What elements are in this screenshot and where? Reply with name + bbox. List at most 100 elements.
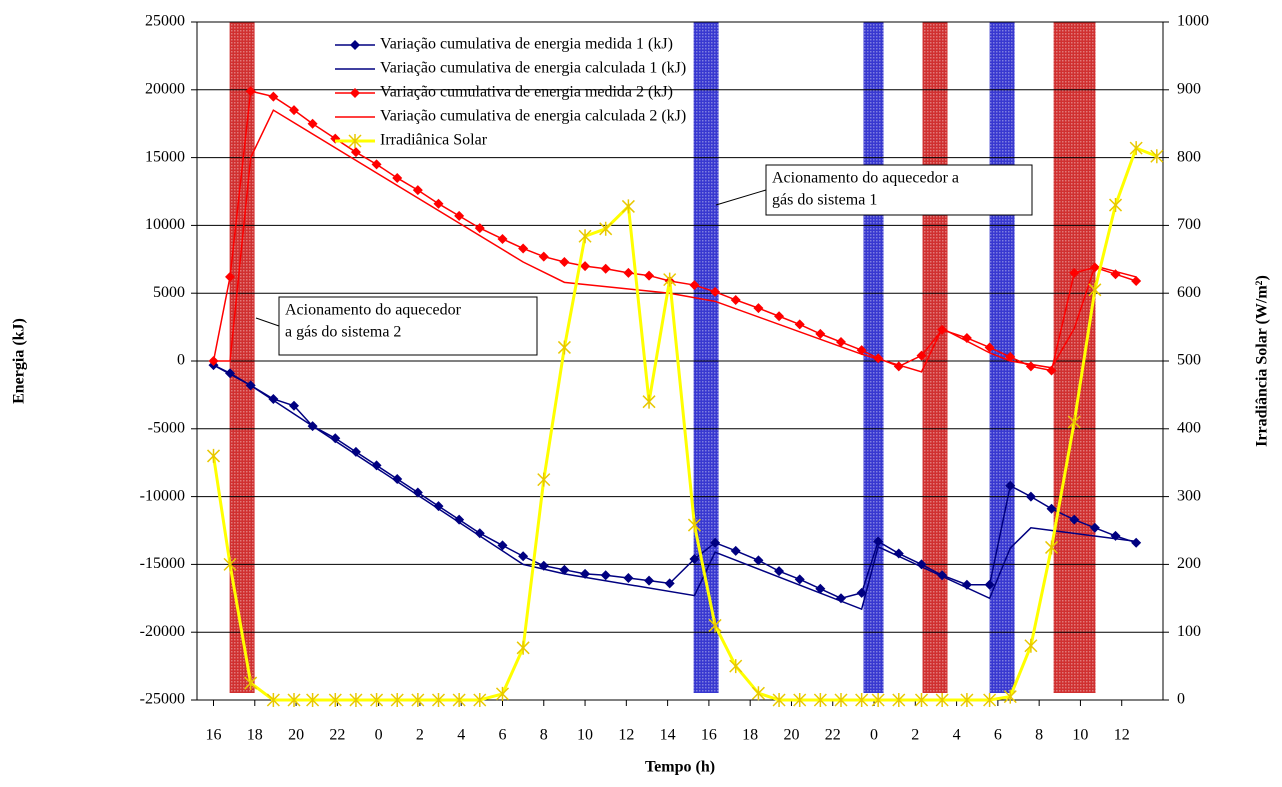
point — [223, 557, 237, 572]
y2-tick-label: 1000 — [1177, 13, 1209, 30]
point — [518, 551, 529, 562]
y-tick-label: -15000 — [140, 555, 185, 572]
point — [813, 693, 827, 707]
x-tick-label: 2 — [416, 727, 424, 744]
point — [392, 172, 403, 183]
point — [330, 433, 341, 444]
point — [306, 693, 320, 707]
y2-tick-label: 200 — [1177, 555, 1201, 572]
point — [893, 548, 904, 559]
x-tick-label: 22 — [329, 727, 345, 744]
point — [856, 587, 867, 598]
point — [730, 545, 741, 556]
point — [538, 251, 549, 262]
point — [663, 272, 677, 287]
point — [1131, 275, 1142, 286]
callout-line — [255, 317, 280, 327]
point — [287, 693, 301, 707]
x-tick-label: 12 — [618, 727, 634, 744]
y-tick-label: 25000 — [145, 13, 185, 30]
x-tick-label: 16 — [206, 727, 222, 744]
point — [559, 257, 570, 268]
point — [349, 693, 363, 707]
point — [815, 328, 826, 339]
point — [452, 693, 466, 707]
point — [664, 578, 675, 589]
x-axis-title: Tempo (h) — [645, 759, 715, 776]
y2-tick-label: 300 — [1177, 487, 1201, 504]
point — [1024, 638, 1038, 653]
x-tick-label: 6 — [994, 727, 1002, 744]
legend-label: Irradiânica Solar — [380, 132, 488, 149]
heater-period-texture — [922, 22, 948, 693]
point — [1131, 537, 1142, 548]
point — [371, 159, 382, 170]
point — [578, 229, 592, 244]
x-tick-label: 0 — [375, 727, 383, 744]
point — [793, 693, 807, 707]
callout-text: gás do sistema 1 — [772, 192, 877, 209]
point — [753, 303, 764, 314]
point — [580, 261, 591, 272]
point — [916, 350, 927, 361]
y-tick-label: -10000 — [140, 487, 185, 504]
x-tick-label: 4 — [457, 727, 465, 744]
point — [495, 686, 510, 701]
point — [772, 693, 786, 707]
x-tick-label: 2 — [911, 727, 919, 744]
point — [350, 147, 361, 158]
point — [474, 223, 485, 234]
point — [412, 185, 423, 196]
y2-tick-label: 600 — [1177, 284, 1201, 301]
point — [433, 198, 444, 209]
y-tick-label: 20000 — [145, 80, 185, 97]
point — [855, 693, 869, 707]
x-tick-label: 0 — [870, 727, 878, 744]
point — [268, 91, 279, 102]
point — [225, 271, 236, 282]
x-tick-label: 12 — [1114, 727, 1130, 744]
callout-text: a gás do sistema 2 — [285, 324, 401, 341]
y-tick-label: -20000 — [140, 623, 185, 640]
point — [708, 618, 722, 633]
point — [559, 564, 570, 575]
x-tick-label: 20 — [288, 727, 304, 744]
point — [623, 572, 634, 583]
point — [390, 693, 404, 707]
point — [245, 86, 256, 97]
x-tick-label: 20 — [783, 727, 799, 744]
x-tick-label: 10 — [1072, 727, 1088, 744]
point — [433, 501, 444, 512]
callout-text: Acionamento do aquecedor a — [772, 170, 959, 187]
point — [984, 342, 995, 353]
point — [412, 487, 423, 498]
y2-tick-label: 900 — [1177, 80, 1201, 97]
point — [751, 686, 765, 701]
point — [935, 693, 949, 707]
point — [644, 270, 655, 281]
heater-period-texture — [1053, 22, 1096, 693]
y2-tick-label: 800 — [1177, 148, 1201, 165]
point — [328, 693, 342, 707]
point — [206, 448, 221, 463]
legend-label: Variação cumulativa de energia calculada… — [380, 108, 686, 125]
callout-box — [765, 164, 1033, 216]
point — [370, 693, 384, 707]
y-tick-label: -25000 — [140, 691, 185, 708]
point — [1025, 361, 1036, 372]
point — [794, 319, 805, 330]
point — [729, 659, 743, 674]
point — [984, 579, 995, 590]
x-tick-label: 6 — [498, 727, 506, 744]
point — [431, 693, 446, 707]
point — [794, 574, 805, 585]
point — [474, 528, 485, 539]
point — [1005, 480, 1016, 491]
y-tick-label: 0 — [177, 352, 185, 369]
point — [836, 337, 846, 348]
point — [307, 118, 318, 129]
point — [350, 446, 361, 457]
point — [473, 693, 487, 707]
point — [244, 676, 258, 691]
point — [892, 693, 906, 707]
